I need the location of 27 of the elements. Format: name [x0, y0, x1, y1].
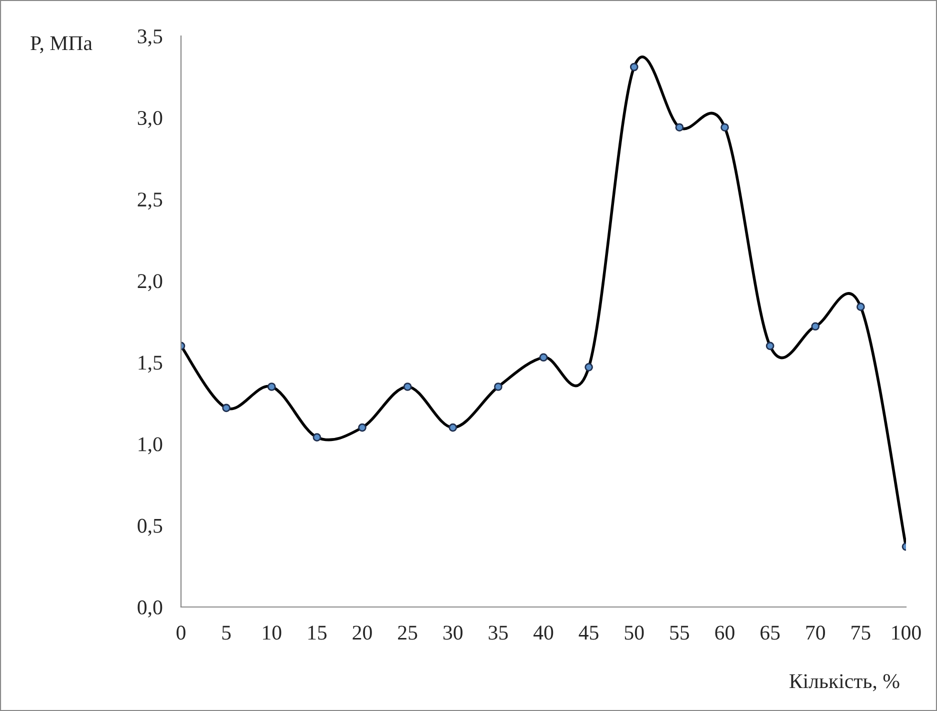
x-tick-label: 100 [892, 626, 921, 640]
x-tick-label: 5 [222, 626, 231, 640]
x-tick-label: 60 [715, 626, 734, 640]
y-tick-label: 1,0 [138, 437, 162, 454]
x-axis-title: Кількість, % [789, 674, 900, 692]
x-tick-label: 30 [443, 626, 462, 640]
x-tick-label: 35 [488, 626, 508, 640]
x-tick-label: 50 [624, 626, 644, 640]
x-tick-label: 10 [263, 626, 282, 640]
x-tick-label: 40 [533, 626, 554, 640]
x-tick-label: 0 [176, 626, 186, 640]
x-tick-label: 45 [578, 626, 598, 640]
y-tick-label: 3,0 [138, 110, 162, 128]
x-tick-label: 70 [806, 626, 825, 640]
y-tick-label: 3,5 [138, 29, 162, 46]
x-tick-label: 20 [352, 626, 372, 640]
x-tick-label: 25 [398, 626, 418, 640]
y-tick-label: 0,5 [138, 518, 162, 536]
y-tick-label: 0,0 [138, 600, 162, 618]
y-tick-label: 2,5 [138, 192, 162, 210]
y-tick-label: 1,5 [138, 356, 162, 373]
x-tick-label: 15 [308, 626, 327, 640]
x-tick-label: 65 [760, 626, 780, 640]
x-tick-label: 55 [670, 626, 690, 640]
x-tick-label: 75 [852, 626, 870, 640]
y-tick-label: 2,0 [138, 274, 162, 292]
y-axis-title: P, МПа [30, 36, 92, 54]
